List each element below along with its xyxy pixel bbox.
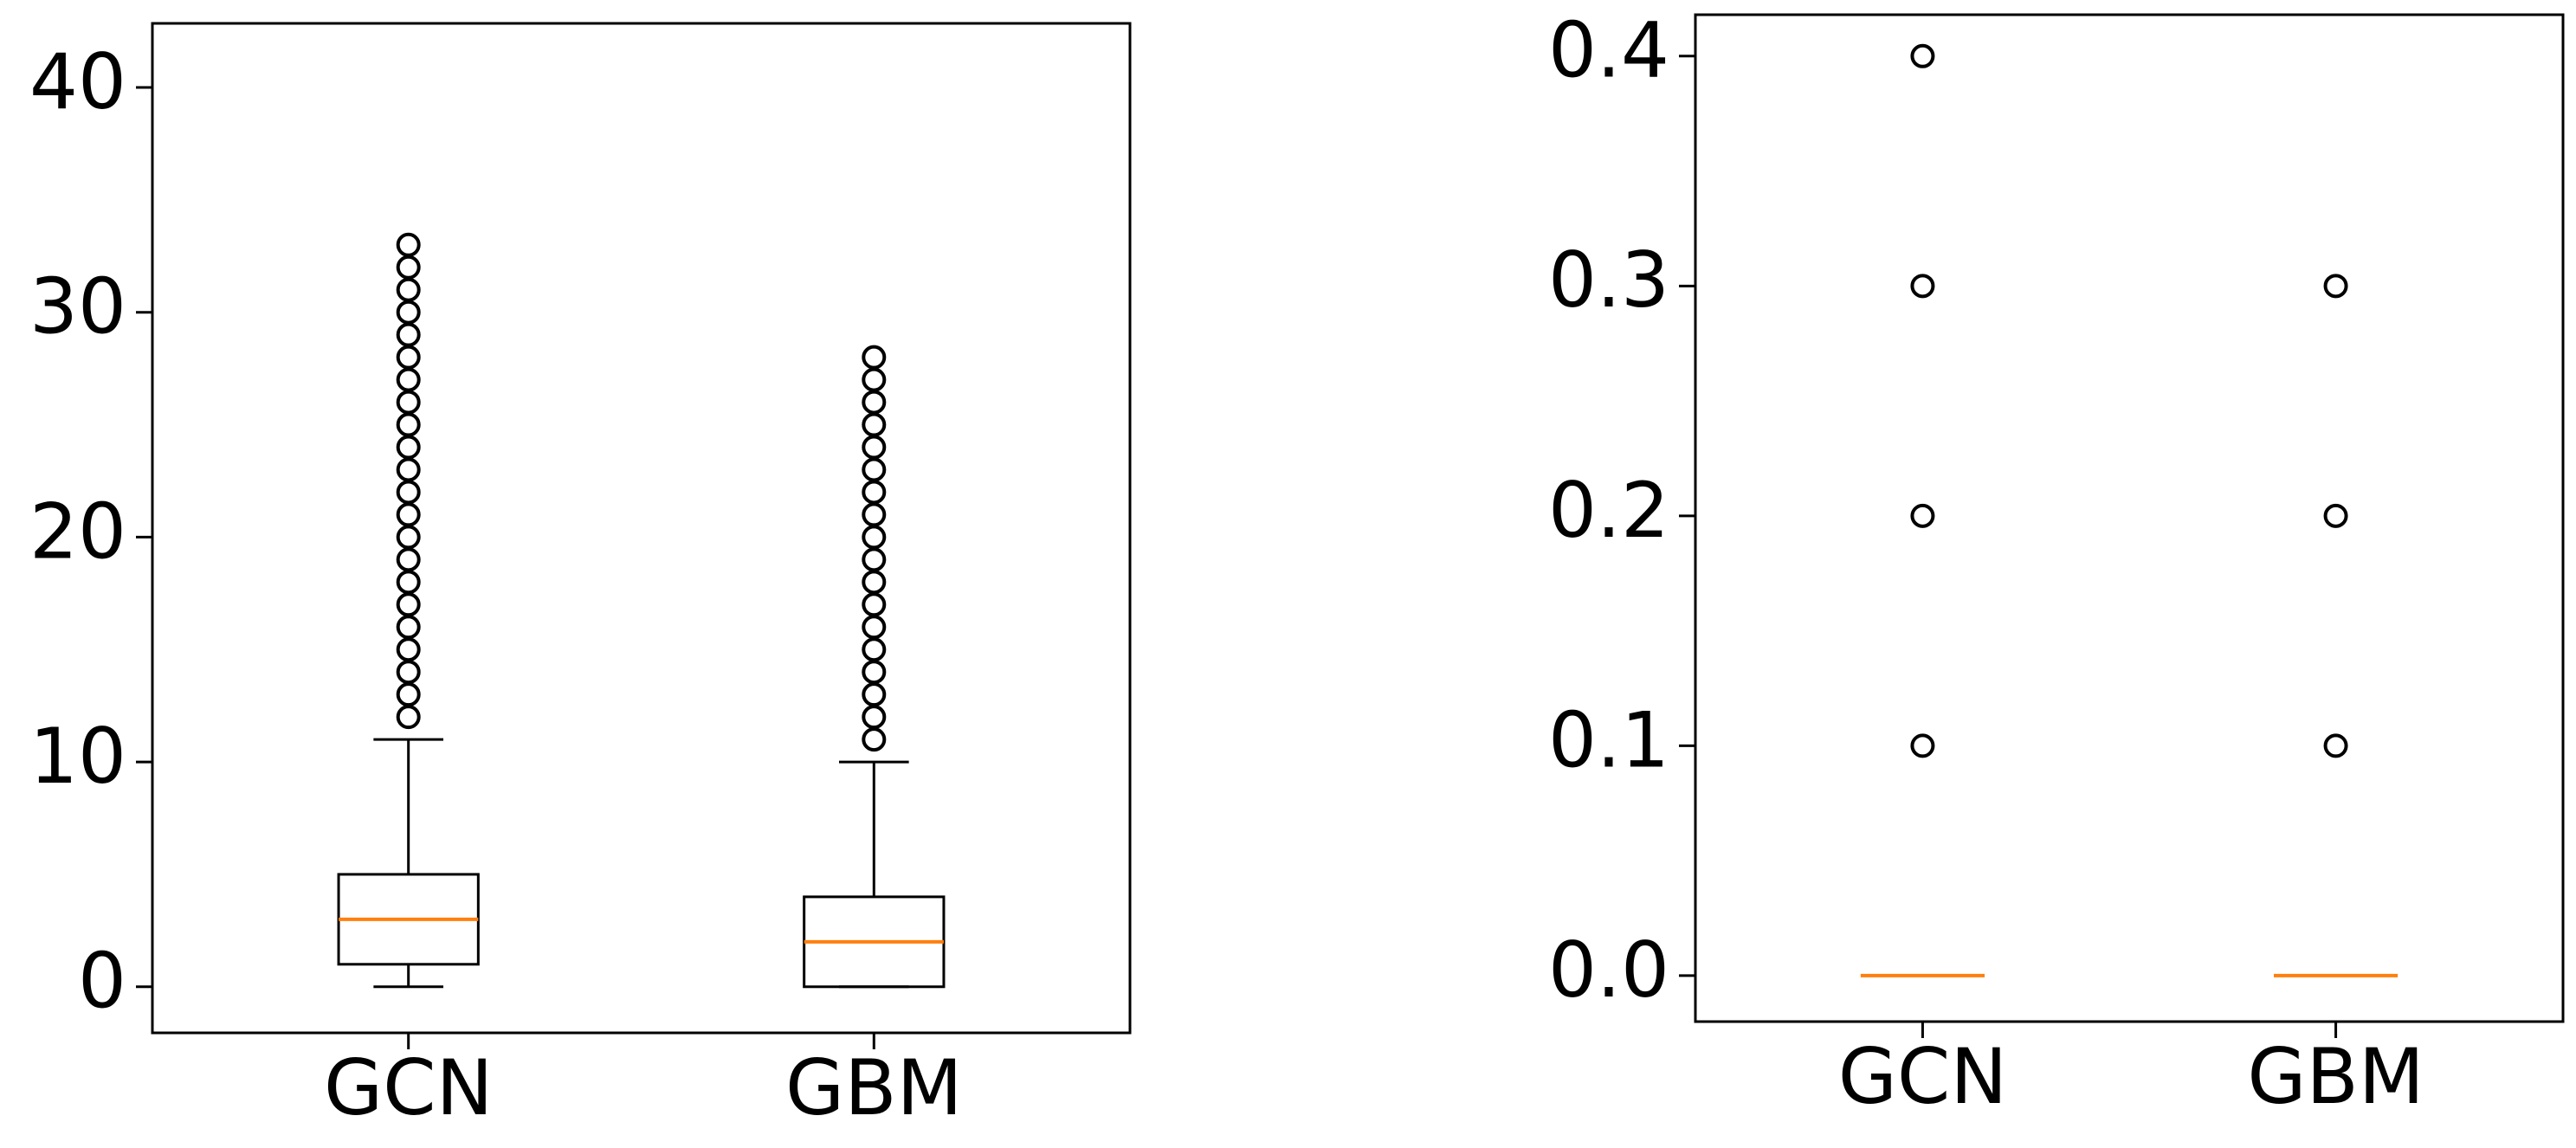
outlier [1910,503,1935,528]
outlier [396,615,421,640]
outlier [396,660,421,685]
outlier [396,480,421,505]
outlier [396,255,421,280]
x-tick-label: GCN [324,1043,493,1132]
outlier [396,232,421,257]
y-tick-label: 0.2 [1548,466,1669,555]
outlier [396,592,421,617]
outlier [862,457,887,482]
outlier [862,660,887,685]
x-tick-label: GCN [1838,1032,2007,1121]
outlier [862,705,887,730]
outlier [396,300,421,325]
outlier [862,525,887,550]
y-tick-label: 10 [29,712,126,801]
outlier [1910,43,1935,68]
outlier [396,435,421,460]
y-tick-label: 0.4 [1548,6,1669,95]
outlier [2323,733,2348,758]
outlier [862,570,887,595]
outlier [396,525,421,550]
axes-frame [151,22,1132,1035]
outlier [862,592,887,617]
x-tick-label: GBM [785,1043,963,1132]
outlier [396,390,421,415]
y-tick-label: 0.0 [1548,925,1669,1015]
y-tick-label: 30 [29,262,126,351]
outlier [862,682,887,707]
outlier [862,435,887,460]
outlier [862,480,887,505]
outlier [862,615,887,640]
x-tick-label: GBM [2247,1032,2424,1121]
outlier [862,502,887,527]
outlier [396,570,421,595]
outlier [396,367,421,392]
outlier [396,412,421,437]
y-tick-label: 0.1 [1548,695,1669,784]
outlier [2323,503,2348,528]
outlier [396,547,421,572]
outlier [396,277,421,302]
outlier [862,547,887,572]
outlier [862,412,887,437]
outlier [396,457,421,482]
outlier [2323,274,2348,299]
axes-frame [1694,13,2565,1023]
outlier [1910,733,1935,758]
outlier [1910,274,1935,299]
y-tick-label: 40 [29,37,126,126]
outlier [862,345,887,370]
outlier [396,637,421,662]
y-tick-label: 20 [29,487,126,576]
outlier [862,727,887,752]
outlier [862,390,887,415]
outlier [396,502,421,527]
y-tick-label: 0.3 [1548,235,1669,325]
outlier [396,322,421,347]
outlier [396,705,421,730]
y-tick-label: 0 [78,937,126,1026]
outlier [396,682,421,707]
outlier [862,637,887,662]
outlier [862,367,887,392]
outlier [396,345,421,370]
